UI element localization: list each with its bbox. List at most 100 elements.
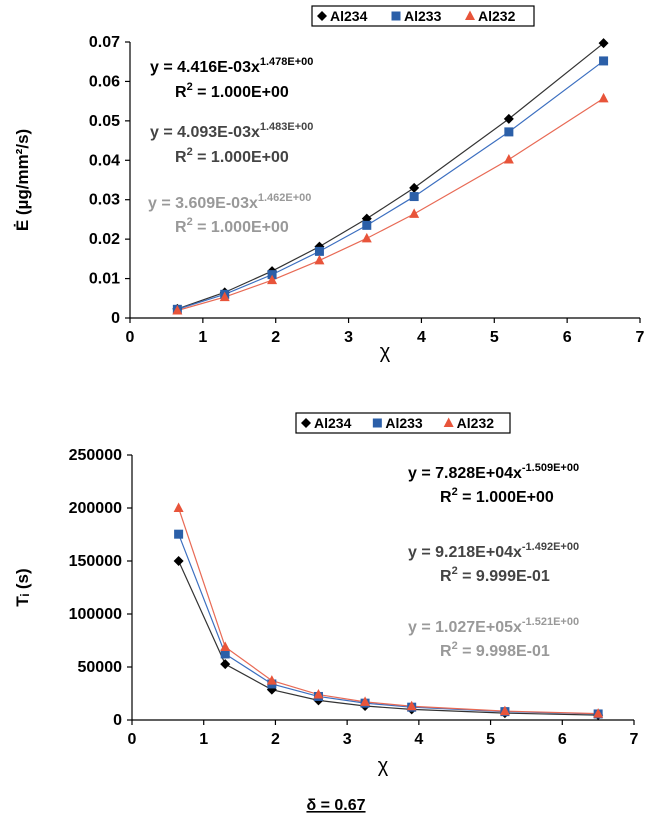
r-exponent: 2	[452, 565, 458, 577]
equation-text: y = 9.218E+04x	[408, 544, 522, 561]
r-squared: R2 = 9.998E-01	[440, 640, 550, 660]
legend-label: Al233	[385, 415, 423, 431]
x-tick-label: 2	[271, 329, 280, 346]
y-tick-label: 0.01	[89, 271, 120, 288]
marker-triangle	[172, 305, 183, 315]
fit-equation: y = 3.609E-03x1.462E+00	[148, 192, 311, 212]
equation-exponent: -1.521E+00	[522, 616, 579, 628]
r-squared: R2 = 1.000E+00	[175, 216, 289, 236]
marker-square	[314, 246, 324, 256]
x-tick-label: 4	[414, 731, 423, 748]
marker-triangle	[314, 254, 325, 265]
marker-square	[267, 270, 277, 280]
x-tick-label: 2	[271, 731, 280, 748]
r-exponent: 2	[187, 146, 193, 158]
marker-diamond	[409, 182, 420, 193]
x-tick-label: 1	[199, 731, 208, 748]
marker-square	[372, 418, 382, 428]
equation-exponent: 1.483E+00	[260, 121, 314, 133]
marker-triangle	[409, 208, 420, 218]
y-tick-label: 200000	[69, 500, 122, 517]
y-tick-label: 0.05	[89, 113, 120, 130]
y-tick-label: 0.07	[89, 34, 120, 51]
x-tick-label: 7	[630, 731, 639, 748]
marker-square	[174, 529, 184, 539]
marker-triangle	[406, 700, 417, 711]
y-tick-label: 150000	[69, 553, 122, 570]
marker-triangle	[173, 502, 184, 512]
x-tick-label: 3	[344, 329, 353, 346]
fit-line	[177, 60, 604, 310]
equation-exponent: -1.492E+00	[522, 541, 579, 553]
x-tick-label: 4	[417, 329, 426, 346]
x-axis-label: χ	[378, 755, 389, 777]
x-tick-label: 5	[486, 731, 495, 748]
y-tick-label: 100000	[69, 606, 122, 623]
marker-diamond	[598, 38, 609, 49]
fit-equation: y = 4.093E-03x1.483E+00	[150, 121, 313, 141]
fit-equation: y = 4.416E-03x1.478E+00	[150, 56, 313, 76]
equation-text: y = 3.609E-03x	[148, 195, 258, 212]
legend-label: Al234	[314, 415, 352, 431]
x-tick-label: 3	[343, 731, 352, 748]
equation-text: y = 4.416E-03x	[150, 59, 260, 76]
marker-triangle	[313, 689, 324, 699]
legend-box	[295, 412, 511, 434]
y-axis-label: Tᵢ (s)	[13, 568, 32, 606]
x-tick-label: 1	[198, 329, 207, 346]
r-symbol: R	[175, 149, 187, 166]
marker-triangle	[267, 274, 278, 285]
fit-line	[177, 42, 604, 310]
r-exponent: 2	[187, 81, 193, 93]
legend-label: Al234	[330, 8, 368, 24]
x-tick-label: 6	[558, 731, 567, 748]
r-symbol: R	[440, 643, 452, 660]
y-tick-label: 0.02	[89, 231, 120, 248]
r-symbol: R	[175, 84, 187, 101]
caption: δ = 0.67	[306, 797, 365, 814]
x-tick-label: 5	[490, 329, 499, 346]
r-squared: R2 = 1.000E+00	[175, 146, 289, 166]
marker-square	[391, 11, 401, 21]
fit-equation: y = 1.027E+05x-1.521E+00	[408, 616, 579, 636]
r-squared: R2 = 9.999E-01	[440, 565, 550, 585]
equation-exponent: 1.478E+00	[260, 56, 314, 68]
marker-diamond	[301, 418, 311, 428]
marker-triangle	[598, 92, 609, 103]
marker-square	[504, 127, 514, 137]
fit-line	[178, 507, 599, 715]
equation-text: y = 1.027E+05x	[408, 619, 522, 636]
equation-text: y = 7.828E+04x	[408, 465, 522, 482]
r-value: = 1.000E+00	[193, 149, 289, 166]
y-tick-label: 0.06	[89, 73, 120, 90]
r-value: = 1.000E+00	[193, 219, 289, 236]
equation-text: y = 4.093E-03x	[150, 124, 260, 141]
r-squared: R2 = 1.000E+00	[175, 81, 289, 101]
r-exponent: 2	[187, 216, 193, 228]
fit-line	[177, 97, 604, 312]
r-squared: R2 = 1.000E+00	[440, 486, 554, 506]
y-axis-label: Ė (µg/mm²/s)	[13, 129, 32, 231]
y-tick-label: 0	[113, 712, 122, 729]
marker-diamond	[220, 659, 231, 670]
legend-label: Al232	[478, 8, 516, 24]
r-symbol: R	[440, 568, 452, 585]
fit-equation: y = 7.828E+04x-1.509E+00	[408, 462, 579, 482]
y-tick-label: 0.04	[89, 152, 120, 169]
equation-exponent: 1.462E+00	[258, 192, 312, 204]
marker-diamond	[173, 556, 184, 566]
y-tick-label: 250000	[69, 447, 122, 464]
r-exponent: 2	[452, 640, 458, 652]
x-tick-label: 7	[636, 329, 645, 346]
r-exponent: 2	[452, 486, 458, 498]
r-symbol: R	[440, 489, 452, 506]
marker-square	[409, 192, 419, 202]
x-axis-label: χ	[380, 341, 391, 363]
equation-exponent: -1.509E+00	[522, 462, 579, 474]
marker-square	[599, 56, 609, 66]
r-value: = 1.000E+00	[193, 84, 289, 101]
legend-label: Al233	[404, 8, 442, 24]
marker-triangle	[465, 10, 475, 20]
marker-triangle	[499, 705, 510, 716]
marker-triangle	[360, 696, 371, 706]
